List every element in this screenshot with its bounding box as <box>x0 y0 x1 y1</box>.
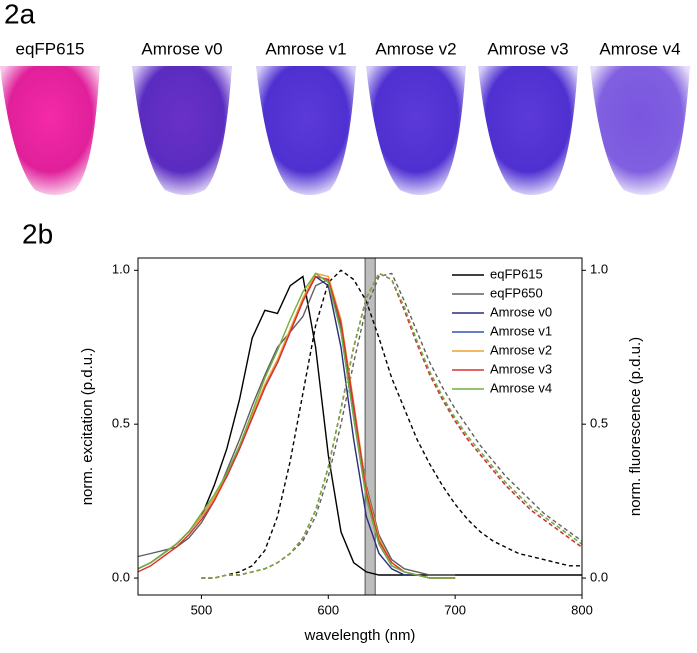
panel-label: 2a <box>4 0 36 29</box>
excitation-line <box>137 275 456 579</box>
tube <box>478 66 578 195</box>
legend-label: eqFP650 <box>490 285 543 300</box>
x-tick-label: 800 <box>571 602 593 617</box>
plot: 500 600 700 800 0.0 0.5 1.0 0.0 0.5 1.0 wavelength… <box>79 257 644 644</box>
excitation-line <box>137 272 456 579</box>
x-tick-label: 600 <box>317 602 339 617</box>
legend-label: Amrose v3 <box>490 361 552 376</box>
panel-label: 2b <box>22 218 53 249</box>
excitation-line <box>137 275 582 576</box>
y2-tick-label: 0.5 <box>590 416 608 431</box>
tube <box>0 66 100 195</box>
tube <box>366 66 466 195</box>
y-axis-label: norm. excitation (p.d.u.) <box>79 348 96 506</box>
legend-label: eqFP615 <box>490 266 543 281</box>
x-tick-label: 500 <box>191 602 213 617</box>
tube-label: eqFP615 <box>16 39 85 58</box>
legend-label: Amrose v1 <box>490 323 552 338</box>
tube <box>590 66 690 195</box>
emission-line <box>201 272 583 579</box>
emission-line <box>201 269 582 579</box>
tube <box>132 66 232 195</box>
tube <box>256 66 356 195</box>
x-axis-label: wavelength (nm) <box>304 627 416 644</box>
tube-label: Amrose v2 <box>375 39 456 58</box>
y2-axis-label: norm. fluorescence (p.d.u.) <box>627 337 644 516</box>
legend-label: Amrose v0 <box>490 304 552 319</box>
tube-label: Amrose v0 <box>141 39 222 58</box>
tube-label: Amrose v1 <box>265 39 346 58</box>
y-tick-label: 1.0 <box>112 262 130 277</box>
tube-label: Amrose v4 <box>599 39 680 58</box>
tubes <box>0 66 690 195</box>
y-tick-label: 0.5 <box>112 416 130 431</box>
legend-label: Amrose v2 <box>490 342 552 357</box>
excitation-line <box>137 275 456 579</box>
y-tick-label: 0.0 <box>112 570 130 585</box>
y2-tick-label: 1.0 <box>590 262 608 277</box>
plot-frame <box>137 257 583 596</box>
legend-label: Amrose v4 <box>490 380 552 395</box>
x-tick-label: 700 <box>444 602 466 617</box>
excitation-line <box>137 275 456 579</box>
y2-tick-label: 0.0 <box>590 570 608 585</box>
excitation-line <box>137 272 456 579</box>
excitation-line <box>137 278 456 576</box>
tube-label: Amrose v3 <box>487 39 568 58</box>
